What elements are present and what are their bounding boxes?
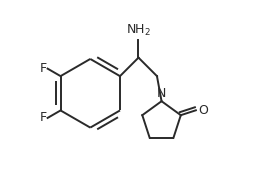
Text: F: F — [39, 62, 47, 75]
Text: F: F — [39, 111, 47, 124]
Text: N: N — [157, 87, 166, 100]
Text: O: O — [198, 104, 208, 117]
Text: NH$_2$: NH$_2$ — [126, 23, 151, 38]
